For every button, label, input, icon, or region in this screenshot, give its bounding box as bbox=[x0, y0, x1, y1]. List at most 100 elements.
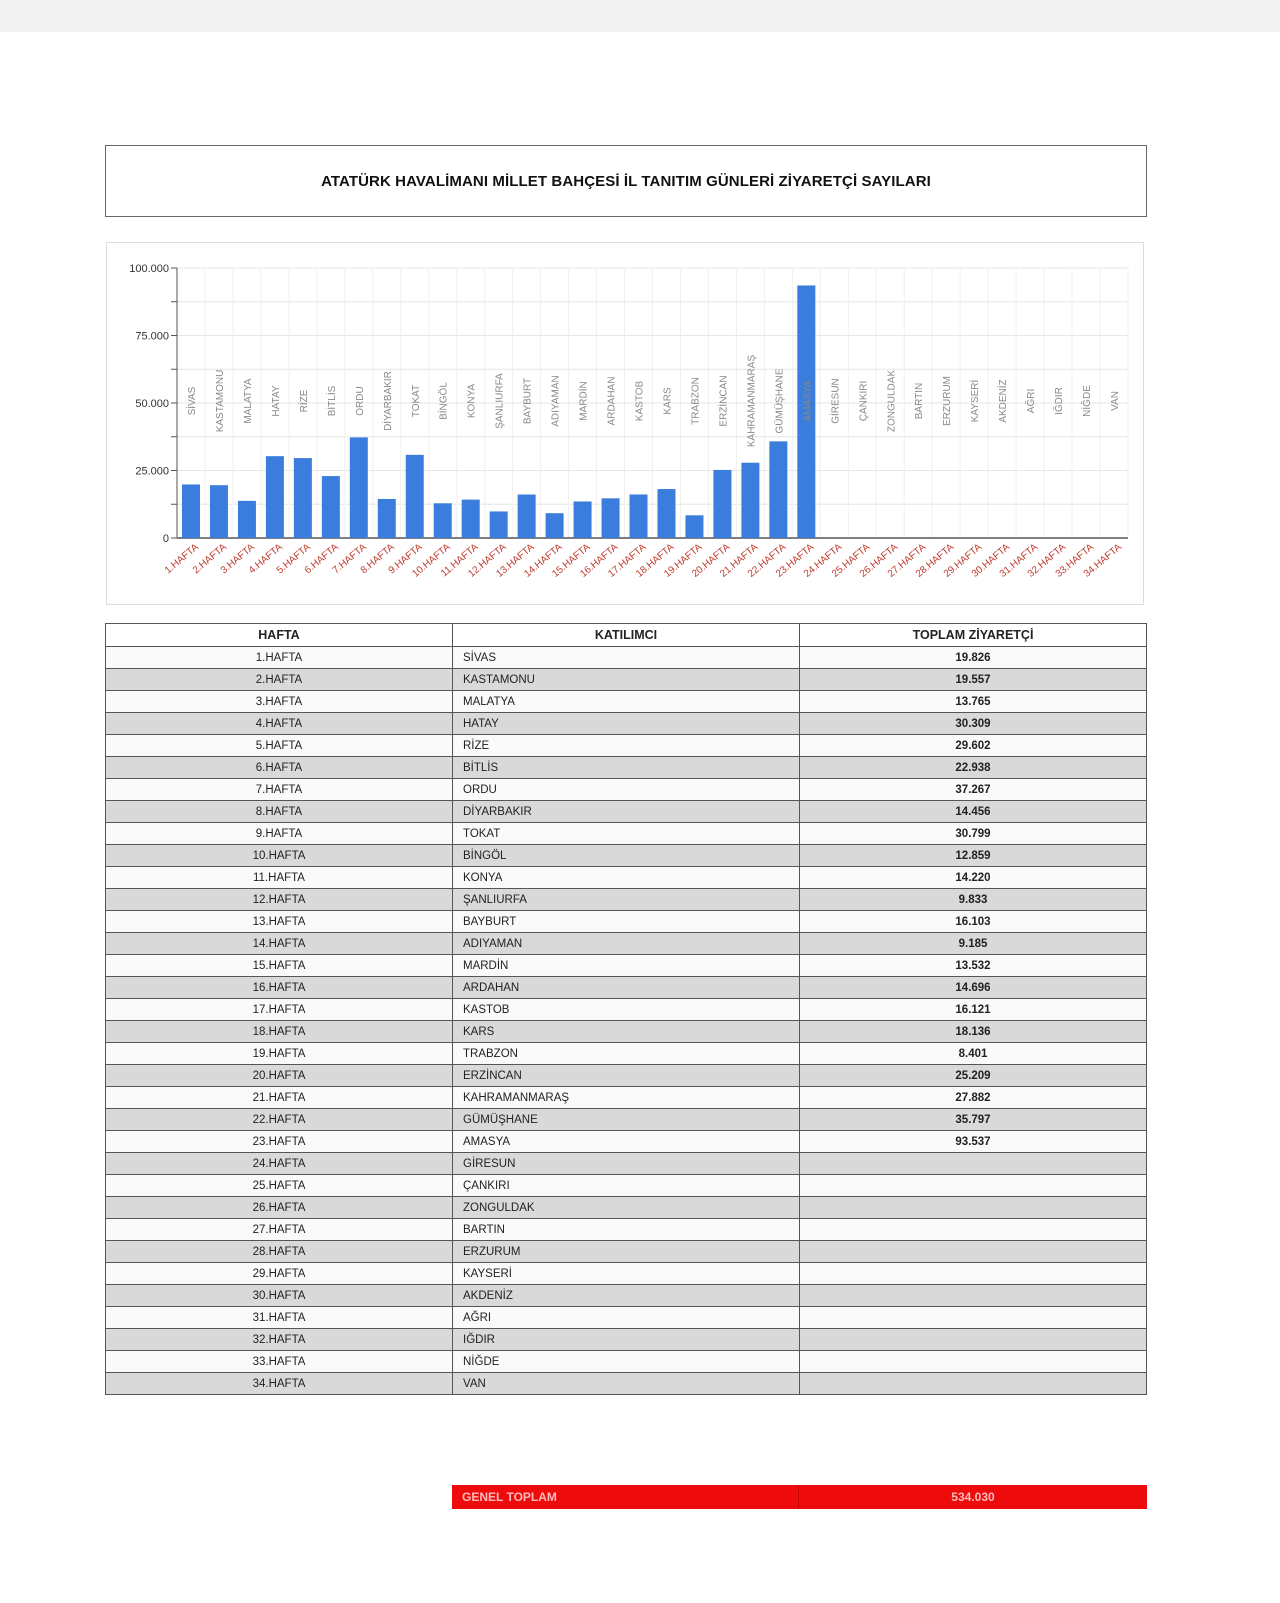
cell-hafta: 26.HAFTA bbox=[105, 1196, 453, 1219]
bar-label: BARTIN bbox=[914, 383, 925, 420]
cell-toplam bbox=[799, 1328, 1147, 1351]
bar-label: GÜMÜŞHANE bbox=[773, 368, 785, 433]
cell-hafta: 18.HAFTA bbox=[105, 1020, 453, 1043]
table-row: 10.HAFTA BİNGÖL 12.859 bbox=[105, 844, 1147, 867]
bar-label: RİZE bbox=[297, 389, 310, 412]
cell-hafta: 15.HAFTA bbox=[105, 954, 453, 977]
cell-hafta: 31.HAFTA bbox=[105, 1306, 453, 1329]
cell-katilimci: HATAY bbox=[452, 712, 800, 735]
cell-katilimci: AĞRI bbox=[452, 1306, 800, 1329]
chart-svg: 025.00050.00075.000100.000SİVAS1.HAFTAKA… bbox=[129, 263, 1129, 580]
bar-label: BİTLİS bbox=[325, 385, 338, 416]
cell-toplam: 22.938 bbox=[799, 756, 1147, 779]
cell-hafta: 28.HAFTA bbox=[105, 1240, 453, 1263]
bar-label: KASTAMONU bbox=[215, 370, 226, 433]
bar-label: ORDU bbox=[355, 386, 366, 415]
cell-toplam bbox=[799, 1284, 1147, 1307]
cell-hafta: 10.HAFTA bbox=[105, 844, 453, 867]
bar bbox=[769, 441, 788, 538]
header-toplam: TOPLAM ZİYARETÇİ bbox=[799, 623, 1147, 647]
bar bbox=[181, 484, 200, 538]
table-row: 32.HAFTA IĞDIR bbox=[105, 1328, 1147, 1351]
table-row: 13.HAFTA BAYBURT 16.103 bbox=[105, 910, 1147, 933]
cell-katilimci: KASTAMONU bbox=[452, 668, 800, 691]
cell-toplam: 18.136 bbox=[799, 1020, 1147, 1043]
bar bbox=[517, 494, 536, 538]
bar-label: ADIYAMAN bbox=[551, 375, 562, 427]
cell-katilimci: NİĞDE bbox=[452, 1350, 800, 1373]
cell-toplam: 14.696 bbox=[799, 976, 1147, 999]
bar-label: DİYARBAKIR bbox=[381, 371, 394, 431]
cell-katilimci: MARDİN bbox=[452, 954, 800, 977]
cell-hafta: 13.HAFTA bbox=[105, 910, 453, 933]
cell-katilimci: KARS bbox=[452, 1020, 800, 1043]
cell-hafta: 23.HAFTA bbox=[105, 1130, 453, 1153]
bar-label: NİĞDE bbox=[1080, 385, 1093, 417]
bar bbox=[433, 503, 452, 538]
cell-toplam bbox=[799, 1306, 1147, 1329]
bar-label: BAYBURT bbox=[523, 378, 534, 424]
top-bar bbox=[0, 0, 1280, 32]
cell-toplam: 30.799 bbox=[799, 822, 1147, 845]
table-row: 16.HAFTA ARDAHAN 14.696 bbox=[105, 976, 1147, 999]
cell-toplam: 37.267 bbox=[799, 778, 1147, 801]
bar-label: TOKAT bbox=[411, 385, 422, 417]
bar-label: VAN bbox=[1110, 391, 1121, 411]
page-title: ATATÜRK HAVALİMANI MİLLET BAHÇESİ İL TAN… bbox=[321, 172, 931, 190]
table-row: 31.HAFTA AĞRI bbox=[105, 1306, 1147, 1329]
cell-hafta: 17.HAFTA bbox=[105, 998, 453, 1021]
bar bbox=[377, 498, 396, 538]
bar-label: ARDAHAN bbox=[607, 377, 618, 426]
bar bbox=[461, 499, 480, 538]
table-row: 15.HAFTA MARDİN 13.532 bbox=[105, 954, 1147, 977]
cell-hafta: 27.HAFTA bbox=[105, 1218, 453, 1241]
cell-toplam bbox=[799, 1240, 1147, 1263]
cell-toplam: 12.859 bbox=[799, 844, 1147, 867]
y-tick-label: 25.000 bbox=[135, 466, 169, 478]
bar-label: AKDENİZ bbox=[996, 379, 1009, 422]
total-row: GENEL TOPLAM 534.030 bbox=[452, 1485, 1147, 1509]
bar bbox=[741, 462, 760, 538]
total-value: 534.030 bbox=[951, 1490, 995, 1504]
bar-label: KONYA bbox=[467, 384, 478, 419]
cell-katilimci: IĞDIR bbox=[452, 1328, 800, 1351]
bar bbox=[685, 515, 704, 538]
bar-label: BİNGÖL bbox=[437, 382, 450, 420]
table-header-row: HAFTA KATILIMCI TOPLAM ZİYARETÇİ bbox=[105, 623, 1147, 647]
table-row: 22.HAFTA GÜMÜŞHANE 35.797 bbox=[105, 1108, 1147, 1131]
cell-toplam: 9.833 bbox=[799, 888, 1147, 911]
table-row: 19.HAFTA TRABZON 8.401 bbox=[105, 1042, 1147, 1065]
cell-katilimci: ADIYAMAN bbox=[452, 932, 800, 955]
cell-hafta: 4.HAFTA bbox=[105, 712, 453, 735]
cell-katilimci: MALATYA bbox=[452, 690, 800, 713]
cell-toplam bbox=[799, 1350, 1147, 1373]
bar-label: AĞRI bbox=[1024, 389, 1037, 413]
cell-hafta: 32.HAFTA bbox=[105, 1328, 453, 1351]
table-row: 2.HAFTA KASTAMONU 19.557 bbox=[105, 668, 1147, 691]
cell-hafta: 12.HAFTA bbox=[105, 888, 453, 911]
cell-hafta: 30.HAFTA bbox=[105, 1284, 453, 1307]
cell-katilimci: BİTLİS bbox=[452, 756, 800, 779]
bar-label: SİVAS bbox=[185, 386, 198, 415]
y-tick-label: 50.000 bbox=[135, 398, 169, 410]
table-row: 6.HAFTA BİTLİS 22.938 bbox=[105, 756, 1147, 779]
cell-katilimci: KASTOB bbox=[452, 998, 800, 1021]
bar-label: KASTOB bbox=[635, 380, 646, 421]
y-tick-label: 75.000 bbox=[135, 331, 169, 343]
bar-label: KAHRAMANMARAŞ bbox=[746, 355, 757, 448]
cell-toplam: 14.456 bbox=[799, 800, 1147, 823]
cell-hafta: 11.HAFTA bbox=[105, 866, 453, 889]
bar-label: MALATYA bbox=[243, 378, 254, 424]
cell-hafta: 5.HAFTA bbox=[105, 734, 453, 757]
cell-katilimci: TOKAT bbox=[452, 822, 800, 845]
cell-katilimci: KAHRAMANMARAŞ bbox=[452, 1086, 800, 1109]
table-row: 23.HAFTA AMASYA 93.537 bbox=[105, 1130, 1147, 1153]
cell-katilimci: ÇANKIRI bbox=[452, 1174, 800, 1197]
cell-katilimci: ARDAHAN bbox=[452, 976, 800, 999]
table-row: 25.HAFTA ÇANKIRI bbox=[105, 1174, 1147, 1197]
bar-chart: 0 25.000 50.000 75.000 100.000 SİVAS 1.HAFTA KA… bbox=[106, 242, 1144, 605]
cell-hafta: 29.HAFTA bbox=[105, 1262, 453, 1285]
cell-katilimci: VAN bbox=[452, 1372, 800, 1395]
bar-label: HATAY bbox=[271, 385, 282, 416]
cell-hafta: 3.HAFTA bbox=[105, 690, 453, 713]
